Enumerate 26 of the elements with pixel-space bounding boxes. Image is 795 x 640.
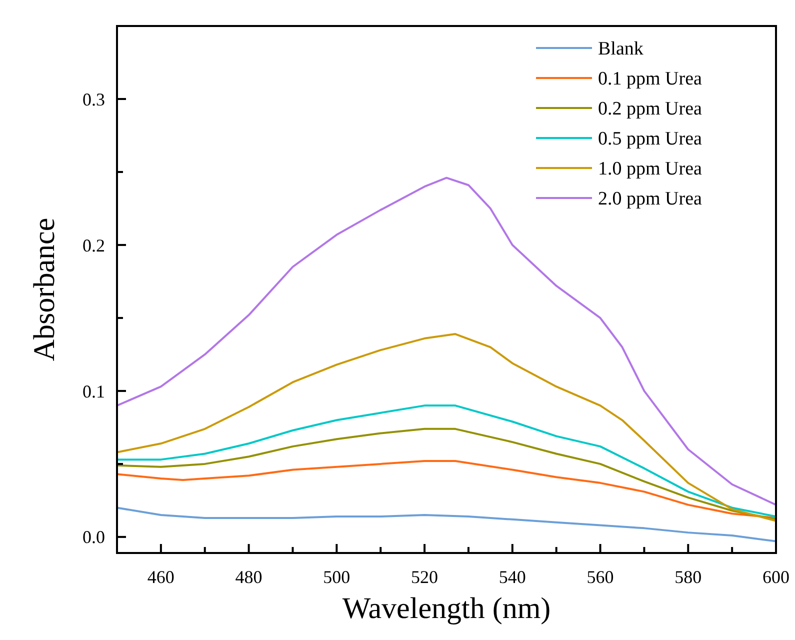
y-axis-title: Absorbance (28, 218, 61, 362)
y-tick-label: 0.0 (82, 527, 105, 548)
x-tick-label: 520 (411, 567, 438, 587)
y-tick-label: 0.1 (82, 381, 105, 402)
line-series (117, 333, 776, 522)
legend-label: 0.1 ppm Urea (598, 68, 703, 90)
x-axis-title: Wavelength (nm) (342, 592, 551, 625)
x-tick-label: 480 (235, 567, 262, 587)
legend-label: 1.0 ppm Urea (598, 158, 703, 180)
y-tick-label: 0.3 (82, 89, 105, 110)
legend-label: 0.2 ppm Urea (598, 98, 703, 120)
y-tick-label: 0.2 (82, 235, 105, 256)
x-tick-label: 580 (674, 567, 702, 587)
x-tick-label: 600 (762, 567, 790, 587)
x-tick-label: 500 (323, 567, 350, 587)
x-tick-label: 460 (147, 567, 174, 587)
x-tick-label: 540 (498, 567, 526, 587)
line-series (117, 428, 776, 520)
legend-label: 0.5 ppm Urea (598, 128, 703, 150)
line-series (117, 176, 776, 506)
x-tick-label: 560 (586, 567, 614, 587)
line-series (117, 460, 776, 519)
legend-label: Blank (598, 38, 644, 60)
legend-label: 2.0 ppm Urea (598, 188, 703, 210)
line-series (117, 404, 776, 518)
line-series (117, 506, 776, 542)
